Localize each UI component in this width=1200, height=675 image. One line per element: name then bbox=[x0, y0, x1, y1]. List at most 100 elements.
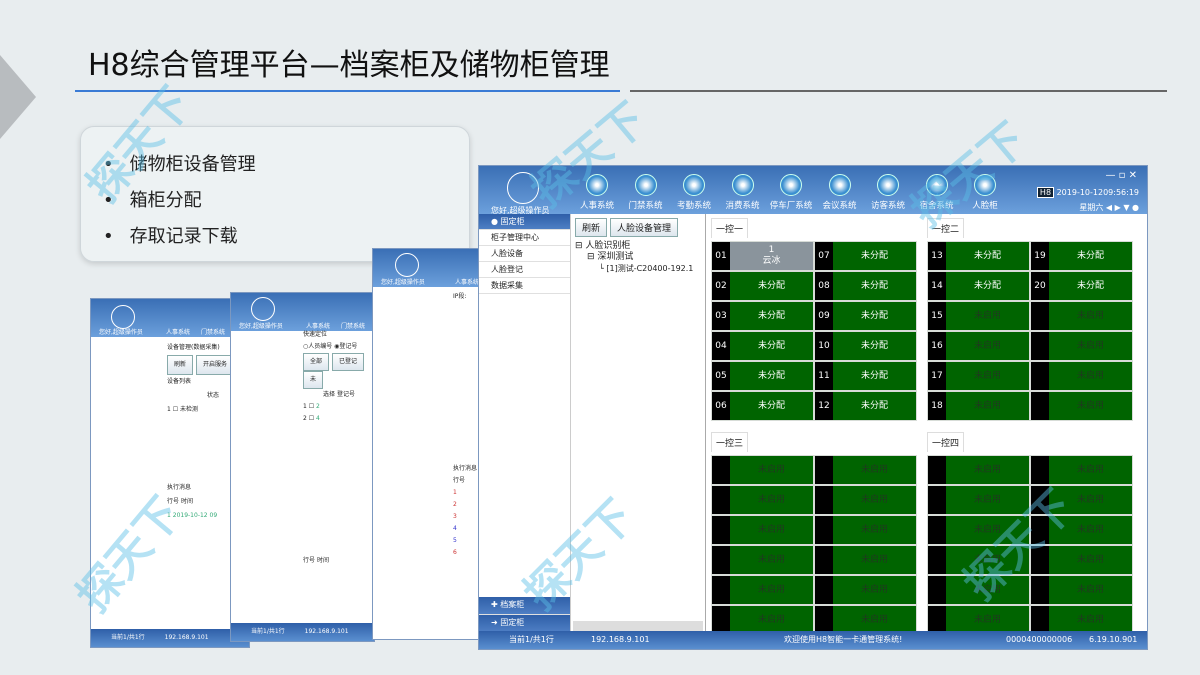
cabinet-cell[interactable]: 未启用 bbox=[1030, 485, 1133, 515]
cabinet-cell[interactable]: 16 未启用 bbox=[927, 331, 1030, 361]
nav-item-4[interactable]: 停车厂系统 bbox=[765, 174, 817, 211]
cabinet-cell[interactable]: 未启用 bbox=[711, 455, 814, 485]
cabinet-cell[interactable]: 未启用 bbox=[1030, 455, 1133, 485]
refresh-button[interactable]: 刷新 bbox=[575, 218, 608, 237]
cell-number bbox=[1031, 456, 1049, 484]
nav-item-2[interactable]: 考勤系统 bbox=[668, 174, 720, 211]
group-label: 一控二 bbox=[927, 218, 965, 238]
cabinet-cell[interactable]: 未启用 bbox=[814, 545, 917, 575]
cell-status: 未分配 bbox=[860, 370, 888, 381]
status-code: 0000400000006 bbox=[1006, 635, 1073, 644]
nav-item-6[interactable]: 访客系统 bbox=[862, 174, 914, 211]
cell-number bbox=[928, 546, 946, 574]
nav-hr[interactable]: 人事系统 bbox=[166, 329, 191, 336]
cabinet-cell[interactable]: 未启用 bbox=[1030, 391, 1133, 421]
cell-status: 未分配 bbox=[860, 400, 888, 411]
face-device-manage-button[interactable]: 人脸设备管理 bbox=[610, 218, 679, 237]
cabinet-cell[interactable]: 06 未分配 bbox=[711, 391, 814, 421]
horizontal-scrollbar[interactable] bbox=[573, 621, 703, 631]
cabinet-cell[interactable]: 17 未启用 bbox=[927, 361, 1030, 391]
cabinet-cell[interactable]: 未启用 bbox=[814, 485, 917, 515]
cabinet-cell[interactable]: 18 未启用 bbox=[927, 391, 1030, 421]
start-service-button[interactable]: 开启服务 bbox=[196, 355, 235, 375]
tree-node-root[interactable]: ⊟ 人脸识别柜 bbox=[575, 241, 631, 251]
cell-number: 11 bbox=[815, 362, 833, 390]
sidebar-item-face-register[interactable]: 人脸登记 bbox=[479, 262, 570, 278]
cabinet-cell[interactable]: 20 未分配 bbox=[1030, 271, 1133, 301]
cabinet-cell[interactable]: 12 未分配 bbox=[814, 391, 917, 421]
nav-item-8[interactable]: 人脸柜 bbox=[959, 174, 1011, 211]
cabinet-cell[interactable]: 未启用 bbox=[711, 515, 814, 545]
window-controls[interactable]: — ▫ ✕ bbox=[1105, 170, 1137, 181]
nav-icon bbox=[634, 174, 657, 196]
cabinet-cell[interactable]: 未启用 bbox=[814, 455, 917, 485]
cabinet-cell[interactable]: 未启用 bbox=[927, 455, 1030, 485]
cabinet-cell[interactable]: 未启用 bbox=[711, 485, 814, 515]
nav-item-5[interactable]: 会议系统 bbox=[814, 174, 866, 211]
cabinet-cell[interactable]: 14 未分配 bbox=[927, 271, 1030, 301]
cabinet-cell[interactable]: 未启用 bbox=[1030, 331, 1133, 361]
all-button[interactable]: 全部 bbox=[303, 353, 330, 371]
cabinet-cell[interactable]: 未启用 bbox=[927, 485, 1030, 515]
cabinet-cell[interactable]: 未启用 bbox=[927, 545, 1030, 575]
cabinet-cell[interactable]: 05 未分配 bbox=[711, 361, 814, 391]
registered-button[interactable]: 已登记 bbox=[332, 353, 365, 371]
cell-status: 未启用 bbox=[757, 494, 785, 505]
cabinet-cell[interactable]: 04 未分配 bbox=[711, 331, 814, 361]
sidebar-header[interactable]: ● 固定柜 bbox=[479, 214, 570, 230]
cabinet-cell[interactable]: 07 未分配 bbox=[814, 241, 917, 271]
nav-item-0[interactable]: 人事系统 bbox=[571, 174, 623, 211]
tree-node-group[interactable]: ⊟ 深圳测试 bbox=[587, 252, 634, 262]
unregistered-button[interactable]: 未 bbox=[303, 371, 324, 389]
cabinet-cell[interactable]: 未启用 bbox=[814, 515, 917, 545]
col: 选择 bbox=[323, 391, 336, 398]
cabinet-cell[interactable]: 13 未分配 bbox=[927, 241, 1030, 271]
cell-status: 未启用 bbox=[860, 614, 888, 625]
tree-node-device[interactable]: └ [1]测试-C20400-192.1 bbox=[599, 264, 694, 273]
bg-window-register: 您好,超级操作员 人事系统 门禁系统 快速定位 ○人员编号 ◉登记号 全部 已登记… bbox=[230, 292, 375, 642]
cabinet-cell[interactable]: 未启用 bbox=[814, 605, 917, 635]
sidebar-item-data-collect[interactable]: 数据采集 bbox=[479, 278, 570, 294]
cabinet-cell[interactable]: 11 未分配 bbox=[814, 361, 917, 391]
cell-status: 未分配 bbox=[860, 280, 888, 291]
cabinet-cell[interactable]: 未启用 bbox=[927, 575, 1030, 605]
nav-hr[interactable]: 人事系统 bbox=[306, 323, 331, 330]
radio-staff-no[interactable]: 人员编号 bbox=[308, 343, 333, 350]
nav-access[interactable]: 门禁系统 bbox=[341, 323, 366, 330]
nav-item-3[interactable]: 消费系统 bbox=[717, 174, 769, 211]
datetime-area: H8 2019-10-1209:56:19 bbox=[1036, 187, 1139, 198]
cabinet-cell[interactable]: 未启用 bbox=[1030, 361, 1133, 391]
cabinet-cell[interactable]: 未启用 bbox=[711, 605, 814, 635]
nav-item-1[interactable]: 门禁系统 bbox=[620, 174, 672, 211]
cabinet-cell[interactable]: 10 未分配 bbox=[814, 331, 917, 361]
cabinet-cell[interactable]: 未启用 bbox=[1030, 545, 1133, 575]
slide-title: H8综合管理平台—档案柜及储物柜管理 bbox=[88, 48, 610, 83]
cabinet-cell[interactable]: 08 未分配 bbox=[814, 271, 917, 301]
cabinet-cell[interactable]: 19 未分配 bbox=[1030, 241, 1133, 271]
cabinet-cell[interactable]: 未启用 bbox=[711, 545, 814, 575]
sidebar-item-cabinet-center[interactable]: 柜子管理中心 bbox=[479, 230, 570, 246]
nav-hr[interactable]: 人事系统 bbox=[455, 279, 480, 286]
cabinet-cell[interactable]: 未启用 bbox=[927, 515, 1030, 545]
nav-item-7[interactable]: 宿舍系统 bbox=[911, 174, 963, 211]
sidebar-item-archive-cabinet[interactable]: ✚ 档案柜 bbox=[479, 597, 570, 615]
cabinet-cell[interactable]: 15 未启用 bbox=[927, 301, 1030, 331]
cabinet-cell[interactable]: 未启用 bbox=[1030, 605, 1133, 635]
cabinet-cell[interactable]: 未启用 bbox=[1030, 301, 1133, 331]
refresh-button[interactable]: 刷新 bbox=[167, 355, 194, 375]
cabinet-cell[interactable]: 09 未分配 bbox=[814, 301, 917, 331]
row-num: 1 bbox=[167, 406, 171, 413]
radio-reg-no[interactable]: 登记号 bbox=[339, 343, 358, 350]
nav-arrows-icon[interactable]: ◀ ▶ ▼ ● bbox=[1105, 203, 1139, 212]
cabinet-cell[interactable]: 未启用 bbox=[1030, 575, 1133, 605]
cabinet-cell[interactable]: 03 未分配 bbox=[711, 301, 814, 331]
cabinet-cell[interactable]: 未启用 bbox=[711, 575, 814, 605]
nav-access[interactable]: 门禁系统 bbox=[201, 329, 226, 336]
sidebar-item-face-device[interactable]: 人脸设备 bbox=[479, 246, 570, 262]
cabinet-cell[interactable]: 02 未分配 bbox=[711, 271, 814, 301]
cabinet-cell[interactable]: 未启用 bbox=[814, 575, 917, 605]
cell-number bbox=[928, 486, 946, 514]
cabinet-cell[interactable]: 01 1 云冰 bbox=[711, 241, 814, 271]
cabinet-cell[interactable]: 未启用 bbox=[1030, 515, 1133, 545]
cell-status: 未启用 bbox=[860, 464, 888, 475]
